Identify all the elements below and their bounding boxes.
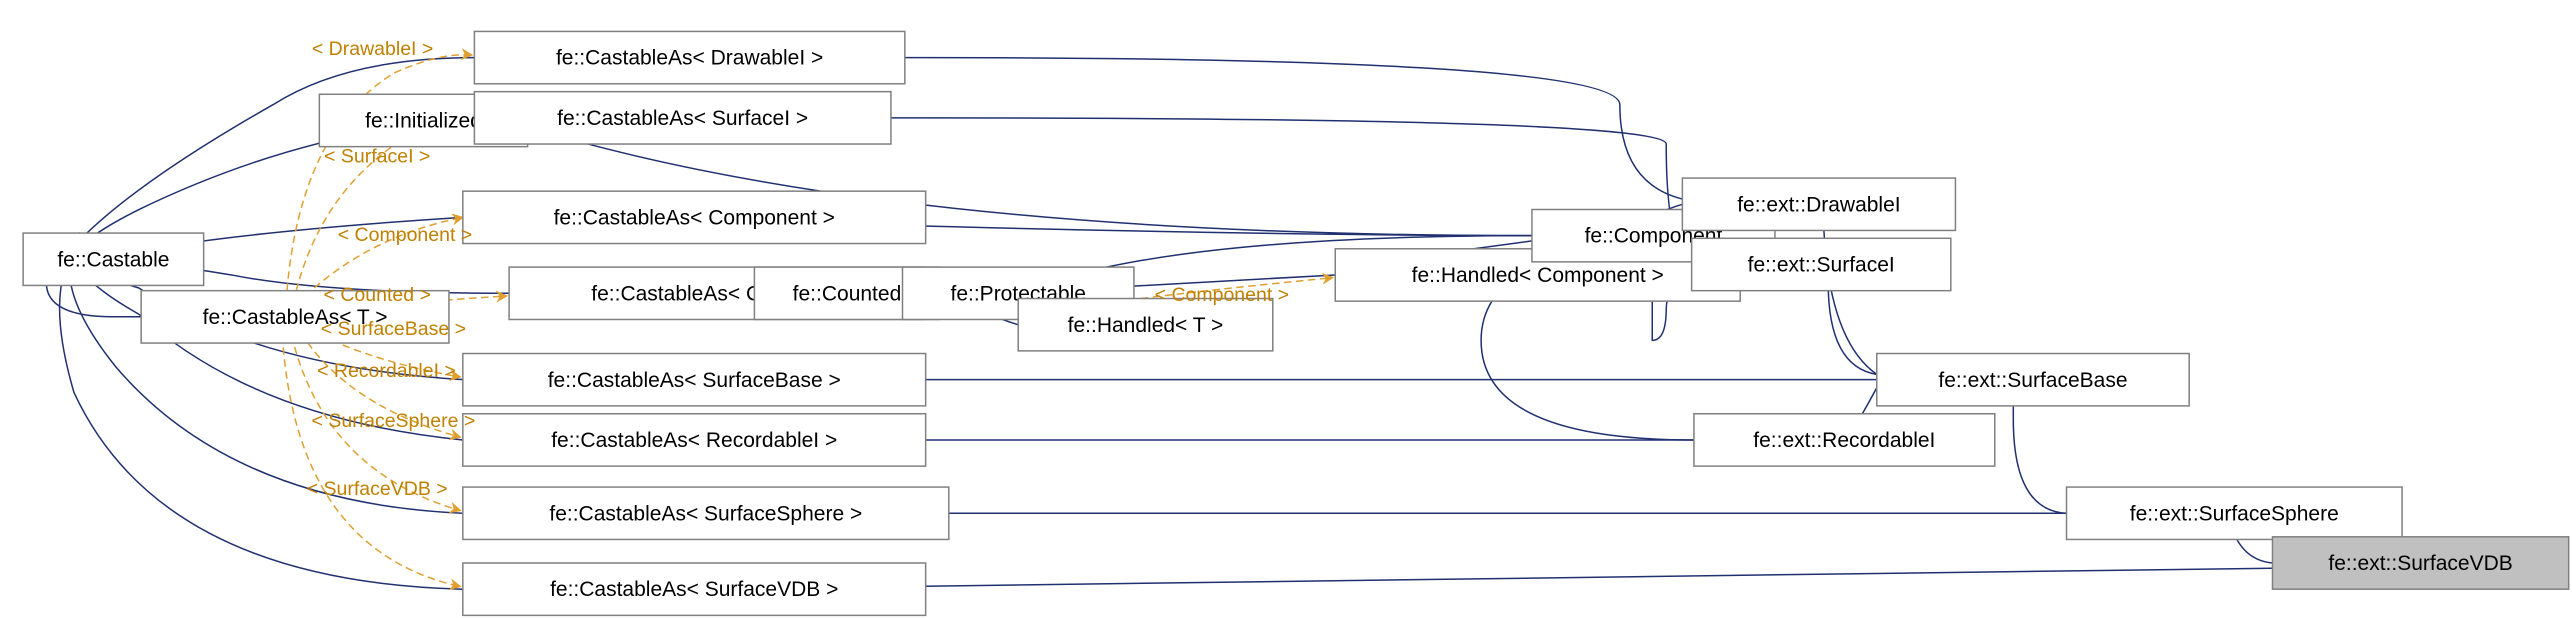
node-label: fe::CastableAs< SurfaceSphere > bbox=[549, 502, 862, 525]
node-label: fe::Handled< T > bbox=[1068, 314, 1224, 337]
node-label: fe::ext::SurfaceSphere bbox=[2130, 502, 2339, 525]
edge-label: < SurfaceI > bbox=[324, 145, 430, 167]
edge-label: < SurfaceBase > bbox=[321, 318, 466, 340]
node-label: fe::ext::SurfaceVDB bbox=[2328, 552, 2512, 575]
node-label: fe::Counted bbox=[793, 282, 902, 305]
node-label: fe::Castable bbox=[57, 248, 169, 271]
node-label: fe::ext::SurfaceBase bbox=[1938, 369, 2127, 392]
edge-label: < SurfaceVDB > bbox=[307, 478, 448, 500]
node-label: fe::CastableAs< SurfaceI > bbox=[557, 107, 808, 130]
node-label: fe::CastableAs< SurfaceVDB > bbox=[550, 578, 838, 601]
edge bbox=[701, 568, 2272, 589]
node-label: fe::ext::RecordableI bbox=[1753, 429, 1935, 452]
template-edge bbox=[287, 55, 472, 291]
edge-label: < Counted > bbox=[324, 284, 431, 306]
edge-label: < Component > bbox=[1155, 284, 1289, 306]
node-label: fe::CastableAs< Component > bbox=[554, 206, 835, 229]
edge-label: < RecordableI > bbox=[317, 360, 456, 382]
edge-label: < Component > bbox=[338, 224, 472, 246]
edge-label: < SurfaceSphere > bbox=[312, 410, 476, 432]
node-label: fe::CastableAs< RecordableI > bbox=[551, 429, 837, 452]
node-label: fe::ext::DrawableI bbox=[1737, 193, 1900, 216]
node-label: fe::CastableAs< DrawableI > bbox=[556, 47, 823, 70]
edge-label: < DrawableI > bbox=[312, 38, 433, 60]
class-diagram: fe::Castablefe::CastableAs< T >fe::Initi… bbox=[0, 0, 2571, 618]
node-label: fe::Handled< Component > bbox=[1412, 264, 1664, 287]
node-label: fe::ext::SurfaceI bbox=[1748, 254, 1895, 277]
node-label: fe::Initialized bbox=[365, 110, 482, 133]
node-label: fe::CastableAs< SurfaceBase > bbox=[548, 369, 841, 392]
